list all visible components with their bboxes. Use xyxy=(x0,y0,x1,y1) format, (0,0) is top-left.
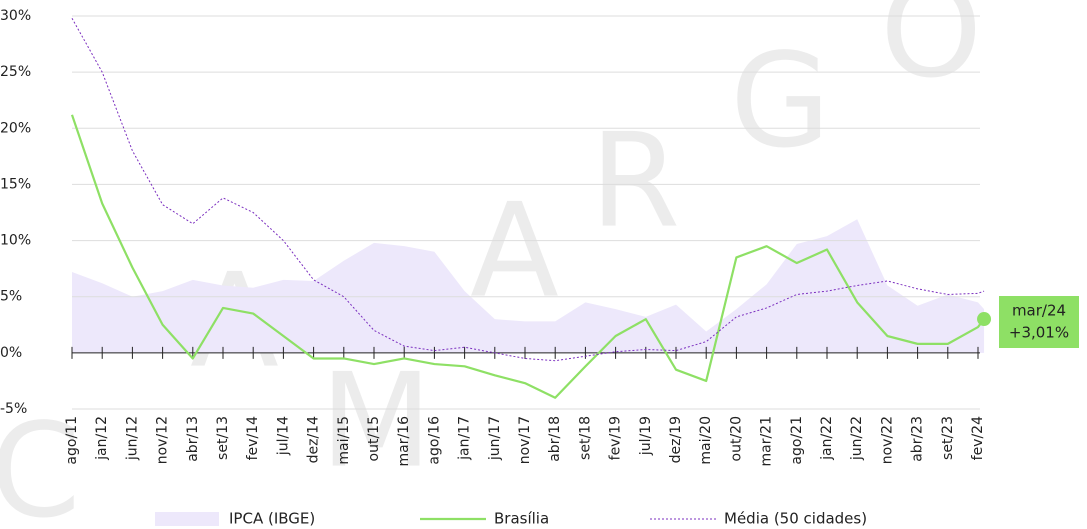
x-tick-label: set/13 xyxy=(215,416,231,460)
legend-label: Brasília xyxy=(494,510,549,528)
y-tick-label: 10% xyxy=(0,233,31,249)
x-tick-label: mar/21 xyxy=(759,416,775,467)
annotation-date: mar/24 xyxy=(1012,302,1066,320)
x-tick-label: nov/17 xyxy=(517,416,533,464)
x-tick-label: jan/12 xyxy=(94,416,110,461)
x-tick-label: mai/15 xyxy=(336,416,352,465)
y-tick-label: 30% xyxy=(0,8,31,24)
y-tick-label: 20% xyxy=(0,120,31,136)
x-tick-label: set/18 xyxy=(577,416,593,460)
x-tick-label: out/20 xyxy=(728,416,744,461)
watermark-letter: G xyxy=(730,25,831,177)
x-tick-label: fev/24 xyxy=(970,416,986,460)
y-tick-label: 15% xyxy=(0,176,31,192)
x-tick-label: mar/16 xyxy=(396,416,412,467)
watermark-letter: A xyxy=(470,175,559,327)
y-tick-label: 25% xyxy=(0,64,31,80)
x-tick-label: jan/22 xyxy=(819,416,835,461)
x-tick-label: abr/18 xyxy=(547,416,563,462)
x-tick-label: set/23 xyxy=(940,416,956,460)
x-tick-label: dez/14 xyxy=(306,416,322,463)
x-tick-label: nov/12 xyxy=(155,416,171,464)
annotation-box xyxy=(999,296,1079,348)
line xyxy=(71,18,985,362)
legend-swatch xyxy=(155,512,219,526)
x-tick-label: ago/11 xyxy=(64,416,80,465)
x-tick-label: ago/21 xyxy=(789,416,805,465)
x-tick-label: mai/20 xyxy=(698,416,714,465)
x-tick-label: abr/23 xyxy=(910,416,926,462)
x-tick-label: nov/22 xyxy=(879,416,895,464)
watermark-letter: R xyxy=(590,105,680,257)
x-tick-label: fev/14 xyxy=(245,416,261,460)
line xyxy=(70,114,985,399)
x-tick-label: jun/17 xyxy=(487,416,503,461)
x-tick-label: jul/14 xyxy=(275,416,291,456)
x-tick-label: jan/17 xyxy=(457,416,473,461)
y-tick-label: 5% xyxy=(0,289,22,305)
x-tick-label: jun/22 xyxy=(849,416,865,461)
legend-label: Média (50 cidades) xyxy=(724,510,867,528)
end-dot xyxy=(977,312,992,327)
annotation-value: +3,01% xyxy=(1009,324,1069,342)
x-tick-label: out/15 xyxy=(366,416,382,461)
x-tick-label: ago/16 xyxy=(426,416,442,465)
legend-label: IPCA (IBGE) xyxy=(229,510,315,528)
x-tick-label: jul/19 xyxy=(638,416,654,456)
y-tick-label: 0% xyxy=(0,345,22,361)
y-tick-label: -5% xyxy=(0,401,27,417)
x-tick-label: jun/12 xyxy=(124,416,140,461)
watermark-letter: C xyxy=(0,395,81,529)
x-tick-label: dez/19 xyxy=(668,416,684,463)
x-tick-label: fev/19 xyxy=(608,416,624,460)
area xyxy=(72,219,985,353)
watermark-letter: O xyxy=(880,0,982,107)
x-tick-label: abr/13 xyxy=(185,416,201,462)
watermark-letter: M xyxy=(320,345,432,497)
